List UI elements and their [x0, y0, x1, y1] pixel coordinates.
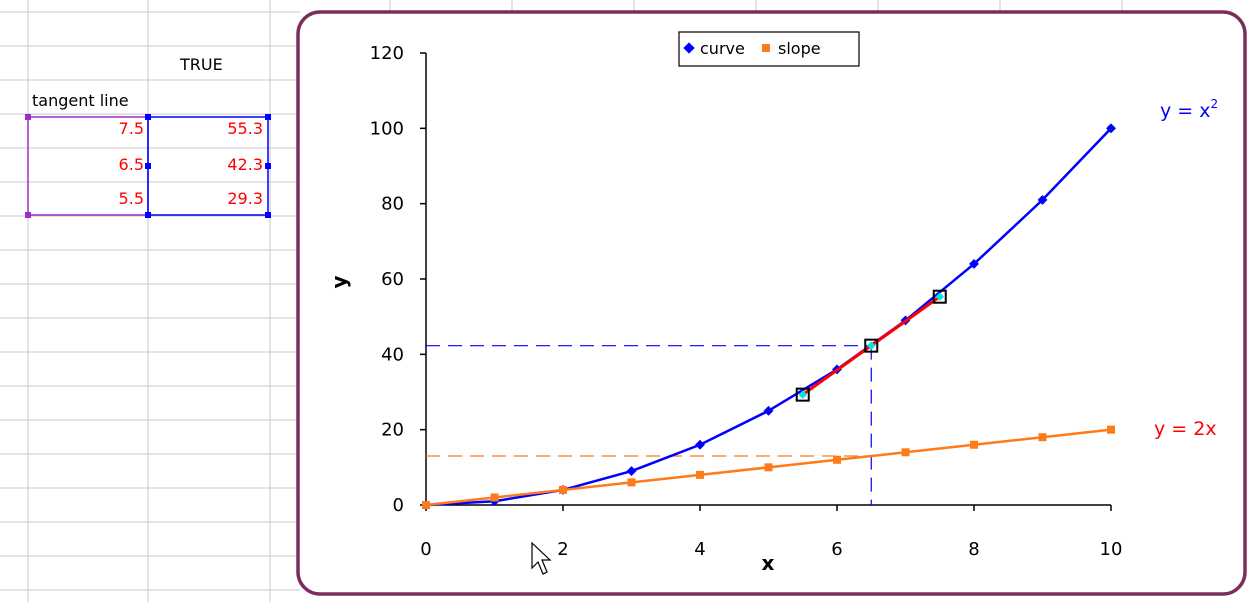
selection-handle[interactable] — [145, 163, 151, 169]
cell-x-2[interactable]: 6.5 — [118, 155, 144, 174]
cell-y-1[interactable]: 55.3 — [227, 119, 263, 138]
x-tick-label: 2 — [557, 539, 568, 560]
legend-curve-marker — [683, 42, 695, 54]
data-point-curve[interactable] — [1037, 194, 1048, 205]
tangent-point-marker[interactable] — [867, 341, 876, 350]
data-point-slope[interactable] — [422, 501, 430, 509]
y-tick-label: 100 — [370, 118, 404, 139]
mouse-cursor-icon — [531, 541, 552, 575]
data-point-slope[interactable] — [901, 448, 910, 457]
y-tick-label: 20 — [381, 420, 404, 441]
cell-y-2[interactable]: 42.3 — [227, 155, 263, 174]
tangent-point-marker[interactable] — [798, 390, 807, 399]
cell-header-true[interactable]: TRUE — [180, 55, 223, 74]
y-tick-label: 0 — [393, 495, 404, 516]
data-point-slope[interactable] — [559, 485, 567, 494]
y-tick-label: 80 — [381, 194, 404, 215]
x-tick-label: 0 — [420, 539, 431, 560]
selection-handle[interactable] — [25, 114, 31, 120]
cell-x-3[interactable]: 5.5 — [118, 189, 144, 208]
legend-slope-marker — [762, 44, 770, 52]
data-point-slope[interactable] — [627, 478, 636, 487]
chart-series[interactable] — [421, 123, 1116, 510]
curve-equation-exponent: 2 — [1211, 97, 1219, 111]
data-point-curve[interactable] — [1106, 123, 1116, 134]
cell-x-1[interactable]: 7.5 — [118, 119, 144, 138]
cell-y-3[interactable]: 29.3 — [227, 189, 263, 208]
tangent-line[interactable] — [795, 289, 947, 402]
x-tick-label: 4 — [694, 539, 705, 560]
curve-equation-base: y = x — [1160, 100, 1211, 122]
cell-row-label[interactable]: tangent line — [32, 91, 129, 110]
tangent-point-marker[interactable] — [935, 292, 944, 301]
data-point-slope[interactable] — [696, 470, 704, 479]
x-tick-label: 8 — [968, 539, 979, 560]
data-point-slope[interactable] — [1038, 433, 1047, 442]
y-tick-label: 60 — [381, 269, 404, 290]
y-tick-label: 40 — [381, 344, 404, 365]
legend-slope-label: slope — [778, 39, 821, 58]
data-point-slope[interactable] — [490, 493, 499, 502]
chart-area[interactable] — [296, 10, 1247, 596]
tangent-point-box[interactable] — [864, 338, 879, 353]
selection-handle[interactable] — [265, 114, 271, 120]
y-axis-title: y — [327, 275, 351, 288]
data-point-curve[interactable] — [626, 466, 637, 477]
x-tick-label: 10 — [1100, 539, 1123, 560]
data-point-slope[interactable] — [764, 463, 773, 472]
data-point-curve[interactable] — [763, 405, 774, 416]
curve-equation: y = x2 — [1160, 97, 1218, 122]
x-tick-label: 6 — [831, 539, 842, 560]
legend[interactable]: curve slope — [678, 31, 860, 67]
data-point-slope[interactable] — [833, 455, 841, 464]
data-point-curve[interactable] — [969, 258, 979, 269]
selection-handle[interactable] — [145, 212, 151, 218]
selection-handle[interactable] — [265, 212, 271, 218]
data-point-slope[interactable] — [970, 440, 978, 449]
y-tick-label: 120 — [370, 43, 404, 64]
selection-handle[interactable] — [145, 114, 151, 120]
selection-handle[interactable] — [25, 212, 31, 218]
selection-handle[interactable] — [265, 163, 271, 169]
guide-lines — [426, 345, 872, 505]
data-point-slope[interactable] — [1107, 425, 1115, 434]
tangent-point-box[interactable] — [795, 387, 810, 402]
data-point-curve[interactable] — [695, 439, 705, 450]
tangent-point-box[interactable] — [932, 289, 947, 304]
tick-labels: 0 20 40 60 80 100 120 0 2 4 6 8 10 — [370, 43, 1123, 560]
x-axis-title: x — [762, 551, 775, 575]
legend-curve-label: curve — [700, 39, 745, 58]
slope-equation: y = 2x — [1154, 418, 1217, 440]
